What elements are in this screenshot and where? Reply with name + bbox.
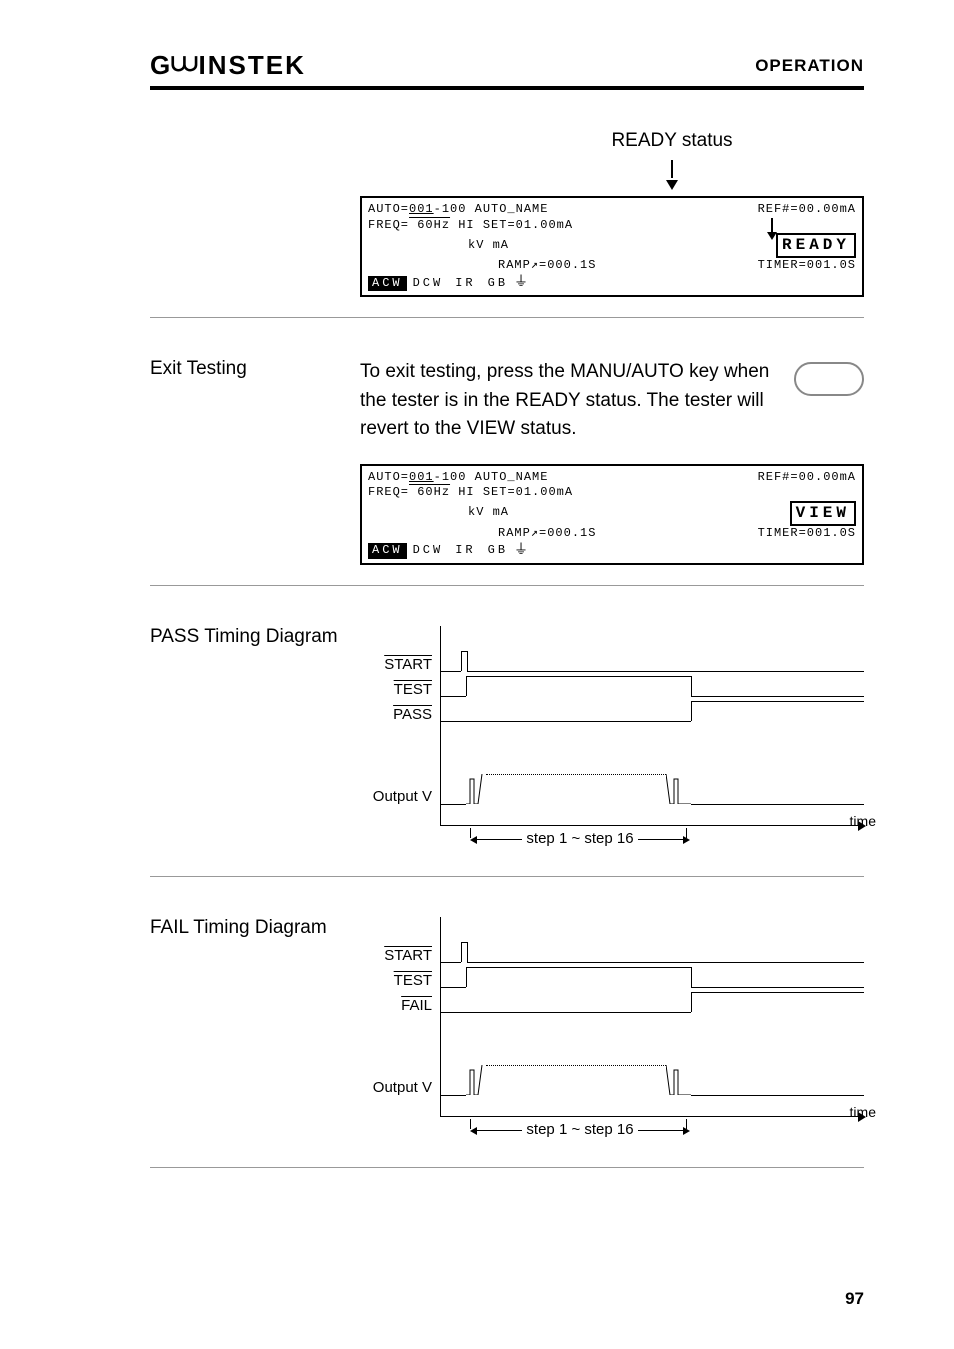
fail-label: FAIL Timing Diagram [150,917,360,1147]
exit-testing-section: Exit Testing To exit testing, press the … [150,358,864,586]
fail-timing-diagram: time START TEST FAIL Output V [360,917,864,1147]
mode-acw: ACW [368,276,407,292]
lcd-display-view: AUTO=001-100 AUTO_NAME REF#=00.00mA FREQ… [360,464,864,565]
exit-label: Exit Testing [150,358,360,444]
ready-label: READY status [611,130,732,152]
page-header: G⩊INSTEK OPERATION [150,50,864,90]
status-ready: READY [776,233,856,258]
pass-timing-section: PASS Timing Diagram time START TEST PASS… [150,626,864,877]
pass-timing-diagram: time START TEST PASS Output V [360,626,864,856]
exit-body-text: To exit testing, press the MANU/AUTO key… [360,358,778,444]
manu-auto-button-icon [794,362,864,396]
pass-label: PASS Timing Diagram [150,626,360,856]
header-section-title: OPERATION [755,56,864,76]
page-number: 97 [845,1289,864,1309]
ready-status-section: READY status AUTO=001-100 AUTO_NAME REF#… [150,130,864,318]
logo: G⩊INSTEK [150,50,306,82]
status-view: VIEW [790,501,856,526]
lcd-display-ready: AUTO=001-100 AUTO_NAME REF#=00.00mA FREQ… [360,196,864,297]
ground-icon: ⏚ [514,544,529,558]
mode-acw: ACW [368,543,407,559]
fail-timing-section: FAIL Timing Diagram time START TEST FAIL… [150,917,864,1168]
ground-icon: ⏚ [514,276,529,290]
